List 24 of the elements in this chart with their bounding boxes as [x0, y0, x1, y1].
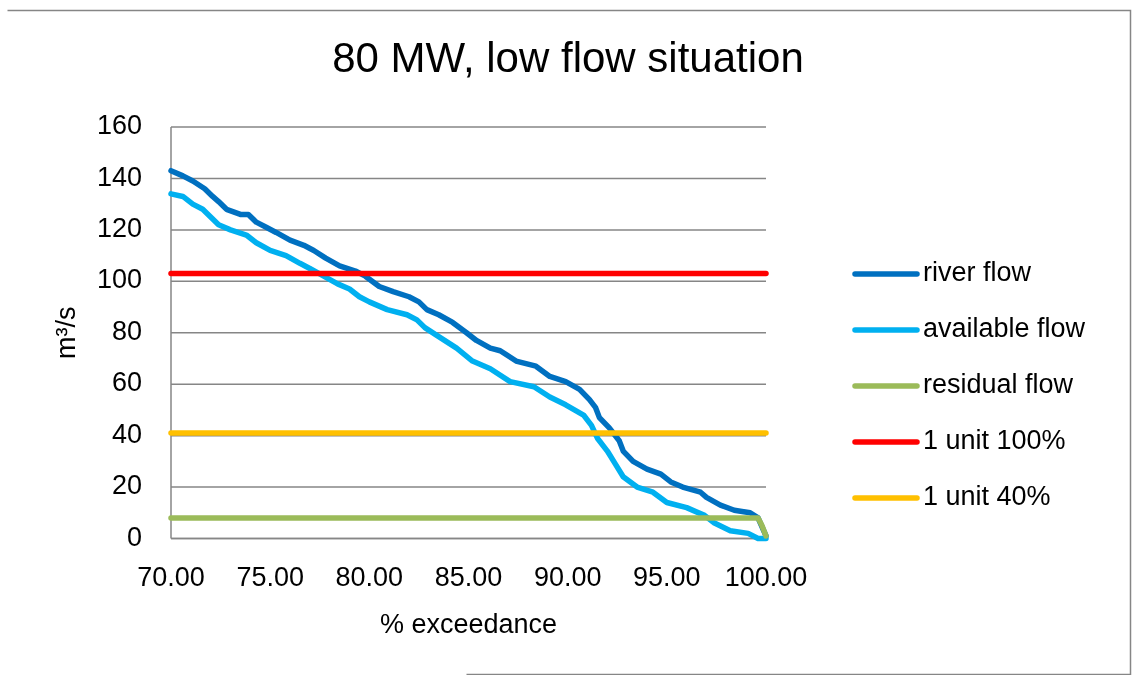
x-tick-label: 100.00 — [724, 562, 808, 593]
y-tick-label: 20 — [111, 470, 142, 501]
y-tick-label: 140 — [96, 161, 142, 192]
x-tick-label: 80.00 — [335, 562, 404, 593]
y-tick-label: 100 — [96, 264, 142, 295]
x-tick-label: 95.00 — [633, 562, 701, 593]
x-tick-label: 90.00 — [533, 562, 602, 593]
y-tick-label: 0 — [126, 521, 142, 552]
legend-label: residual flow — [923, 369, 1074, 400]
x-tick-label: 85.00 — [434, 562, 503, 593]
legend-label: 1 unit 40% — [923, 481, 1051, 512]
y-tick-label: 60 — [111, 367, 142, 398]
y-tick-label: 40 — [111, 418, 142, 449]
legend-label: river flow — [923, 257, 1032, 288]
y-axis-title: m³/s — [51, 306, 82, 359]
y-tick-label: 80 — [111, 315, 142, 346]
y-tick-label: 160 — [96, 110, 142, 141]
x-axis-title: % exceedance — [379, 609, 558, 640]
x-tick-label: 75.00 — [236, 562, 304, 593]
y-tick-label: 120 — [96, 213, 142, 243]
legend-label: 1 unit 100% — [923, 425, 1066, 456]
chart-title: 80 MW, low flow situation — [332, 34, 804, 82]
legend-label: available flow — [923, 313, 1086, 344]
x-tick-label: 70.00 — [137, 562, 205, 593]
